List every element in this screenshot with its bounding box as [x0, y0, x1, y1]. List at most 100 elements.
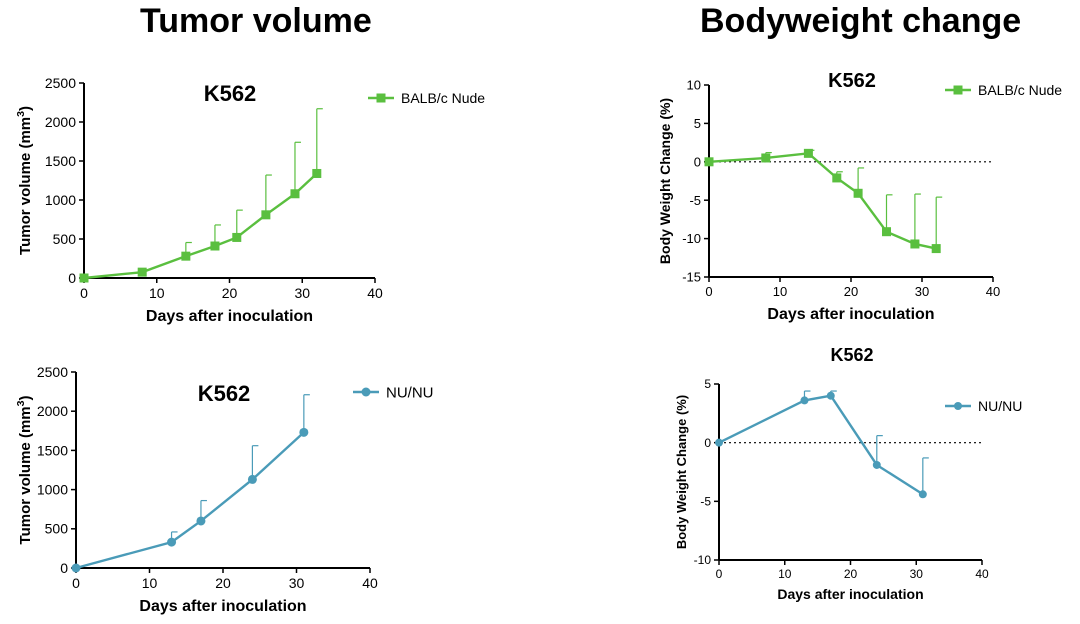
x-tick-label: 10 [149, 285, 165, 301]
y-tick-label: 2500 [37, 364, 68, 380]
x-tick-label: 0 [80, 285, 88, 301]
data-point [232, 232, 242, 242]
y-tick-label: 500 [45, 521, 69, 537]
x-tick-label: 40 [362, 575, 378, 591]
series-line [75, 431, 305, 570]
chart-title: K562 [198, 381, 251, 406]
legend-label: NU/NU [978, 398, 1022, 414]
x-tick-label: 40 [367, 285, 383, 301]
x-tick-label: 30 [294, 285, 310, 301]
data-point [931, 244, 941, 254]
x-axis-label: Days after inoculation [777, 586, 923, 602]
data-point [181, 251, 191, 261]
y-tick-label: 0 [68, 270, 76, 286]
data-point [882, 227, 891, 237]
y-tick-label: 500 [53, 231, 77, 247]
y-tick-label: -5 [700, 495, 711, 509]
data-point [715, 438, 723, 447]
data-point [71, 563, 81, 573]
y-tick-label: 1500 [45, 153, 76, 169]
x-tick-label: 10 [142, 575, 158, 591]
series-balb-c-nude [704, 148, 943, 254]
data-point [79, 273, 89, 283]
y-tick-label: -10 [694, 553, 712, 567]
x-tick-label: 40 [975, 567, 989, 581]
chart-title: K562 [828, 70, 876, 92]
x-tick-label: 20 [844, 567, 858, 581]
y-tick-label: 0 [60, 560, 68, 576]
x-axis-label: Days after inoculation [139, 598, 306, 615]
x-tick-label: 30 [289, 575, 305, 591]
x-tick-label: 30 [910, 567, 924, 581]
legend: NU/NU [353, 384, 434, 401]
chart-weight-balbc: 0 10 20 30 40 -15 -10 -5 0 5 10 Days after inoculat… [657, 70, 1062, 323]
y-tick-label: 1500 [37, 442, 68, 458]
x-tick-label: 40 [986, 284, 1000, 299]
data-point [872, 460, 881, 469]
data-point [800, 396, 809, 405]
y-tick-label: 2000 [45, 114, 76, 130]
data-point [826, 391, 835, 400]
x-axis-label: Days after inoculation [767, 306, 934, 323]
x-tick-label: 20 [844, 284, 858, 299]
chart-tumor-nunu: 0 10 20 30 40 0 500 1000 1500 2000 2500 Days after … [15, 364, 434, 615]
series-nu-nu [71, 394, 310, 573]
data-point [196, 516, 206, 526]
x-tick-label: 0 [716, 567, 723, 581]
data-point [167, 537, 177, 547]
legend: BALB/c Nude [368, 90, 485, 106]
y-tick-label: 1000 [37, 482, 68, 498]
data-point [312, 168, 322, 178]
data-point [704, 157, 714, 167]
x-tick-label: 20 [222, 285, 238, 301]
data-point [918, 490, 927, 499]
legend-label: BALB/c Nude [401, 90, 485, 106]
y-axis-label: Body Weight Change (%) [657, 98, 673, 264]
series-line [83, 172, 318, 280]
y-tick-label: -5 [689, 193, 701, 208]
data-point [290, 189, 300, 199]
x-axis-label: Days after inoculation [146, 308, 313, 325]
data-point [261, 210, 271, 220]
chart-weight-nunu: 0 10 20 30 40 -10 -5 0 5 Days after inoculation Bo… [674, 345, 1022, 602]
y-tick-label: -15 [682, 270, 701, 285]
x-tick-label: 0 [72, 575, 80, 591]
legend-label: BALB/c Nude [978, 82, 1062, 98]
series-balb-c-nude [79, 108, 323, 283]
data-point [247, 474, 257, 484]
data-point [803, 148, 813, 158]
y-tick-label: 0 [704, 436, 711, 450]
tumor-volume-section-title: Tumor volume [140, 2, 372, 40]
x-tick-label: 30 [915, 284, 929, 299]
data-point [761, 153, 771, 163]
x-tick-label: 0 [705, 284, 712, 299]
legend-marker [953, 85, 963, 95]
data-point [137, 267, 147, 277]
series-line [718, 394, 924, 496]
data-point [832, 173, 842, 183]
series-line [708, 152, 937, 250]
x-tick-label: 10 [773, 284, 787, 299]
y-axis-label: Tumor volume (mm3) [15, 106, 34, 255]
legend-marker [361, 387, 371, 397]
x-tick-label: 10 [778, 567, 792, 581]
y-axis-label: Body Weight Change (%) [674, 395, 689, 549]
legend-label: NU/NU [386, 384, 434, 401]
chart-title: K562 [204, 81, 257, 106]
legend: BALB/c Nude [945, 82, 1062, 98]
legend: NU/NU [945, 398, 1022, 414]
data-point [210, 241, 220, 251]
data-point [853, 188, 863, 198]
y-axis-label: Tumor volume (mm3) [15, 396, 34, 545]
y-tick-label: 5 [704, 377, 711, 391]
data-point [910, 239, 920, 249]
data-point [299, 427, 309, 437]
bodyweight-change-section-title: Bodyweight change [700, 2, 1022, 40]
chart-title: K562 [830, 345, 873, 365]
legend-marker [954, 402, 962, 410]
series-nu-nu [715, 390, 929, 499]
y-tick-label: 0 [694, 154, 701, 169]
y-tick-label: 2000 [37, 403, 68, 419]
x-tick-label: 20 [215, 575, 231, 591]
